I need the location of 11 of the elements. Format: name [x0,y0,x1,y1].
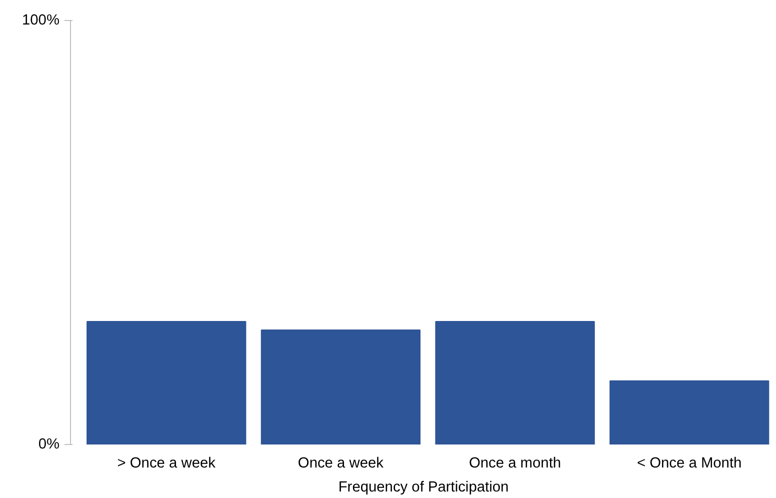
y-tick-label: 100% [22,12,60,28]
x-tick-label: > Once a week [117,456,216,472]
x-tick-label: < Once a Month [636,456,742,472]
y-tick-label: 0% [38,436,60,452]
x-axis-title: Frequency of Participation [338,480,509,496]
x-tick-label: Once a month [468,456,562,472]
bar [260,330,421,444]
bar [86,321,246,444]
x-tick-label: Once a week [298,456,384,472]
bar [435,321,595,444]
bar [610,380,770,444]
